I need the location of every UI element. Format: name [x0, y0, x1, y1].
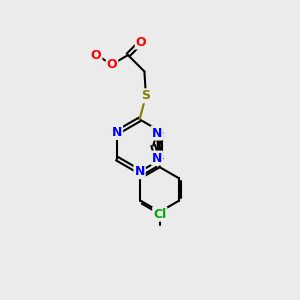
Text: S: S — [141, 89, 150, 102]
Text: N: N — [152, 127, 162, 140]
Text: O: O — [107, 58, 117, 71]
Text: N: N — [134, 165, 145, 178]
Text: N: N — [112, 126, 122, 139]
Text: O: O — [91, 49, 101, 62]
Text: N: N — [152, 152, 162, 164]
Text: Cl: Cl — [153, 208, 167, 221]
Text: O: O — [136, 35, 146, 49]
